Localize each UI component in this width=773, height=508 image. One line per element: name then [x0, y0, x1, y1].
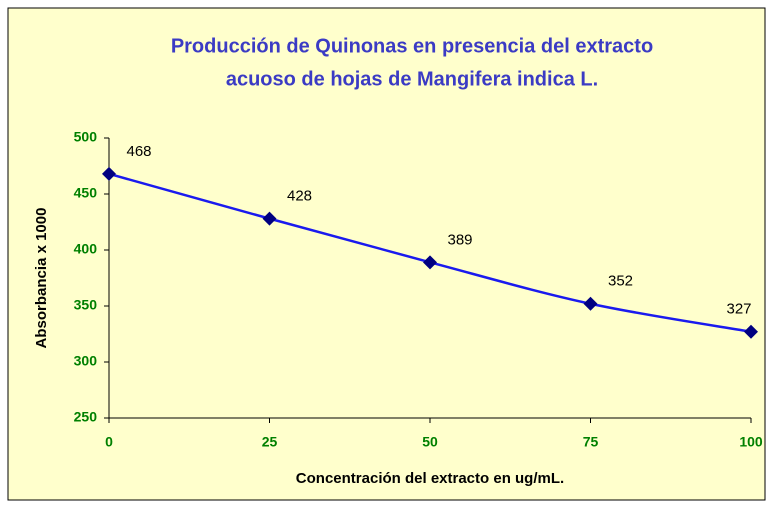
x-tick-label: 50: [422, 434, 438, 450]
x-axis-label: Concentración del extracto en ug/mL.: [296, 470, 564, 487]
y-tick-label: 450: [74, 185, 98, 201]
data-label: 352: [608, 273, 633, 290]
data-label: 327: [726, 301, 751, 318]
y-tick-label: 500: [74, 129, 98, 145]
marker: [423, 255, 437, 270]
chart-title: Producción de Quinonas en presencia del …: [171, 35, 653, 57]
x-tick-label: 0: [105, 434, 113, 450]
x-tick-label: 75: [583, 434, 599, 450]
y-tick-label: 350: [74, 297, 98, 313]
y-tick-label: 300: [74, 353, 98, 369]
data-label: 468: [126, 143, 151, 160]
marker: [262, 211, 277, 226]
marker: [583, 296, 598, 311]
y-axis-label: Absorbancia x 1000: [33, 208, 50, 349]
marker: [744, 324, 758, 339]
marker: [102, 166, 116, 181]
data-label: 389: [447, 231, 472, 248]
x-tick-label: 25: [262, 434, 278, 450]
y-tick-label: 250: [74, 409, 98, 425]
data-label: 428: [287, 188, 312, 205]
chart-title: acuoso de hojas de Mangifera indica L.: [226, 68, 598, 90]
x-tick-label: 100: [739, 434, 763, 450]
y-tick-label: 400: [74, 241, 98, 257]
